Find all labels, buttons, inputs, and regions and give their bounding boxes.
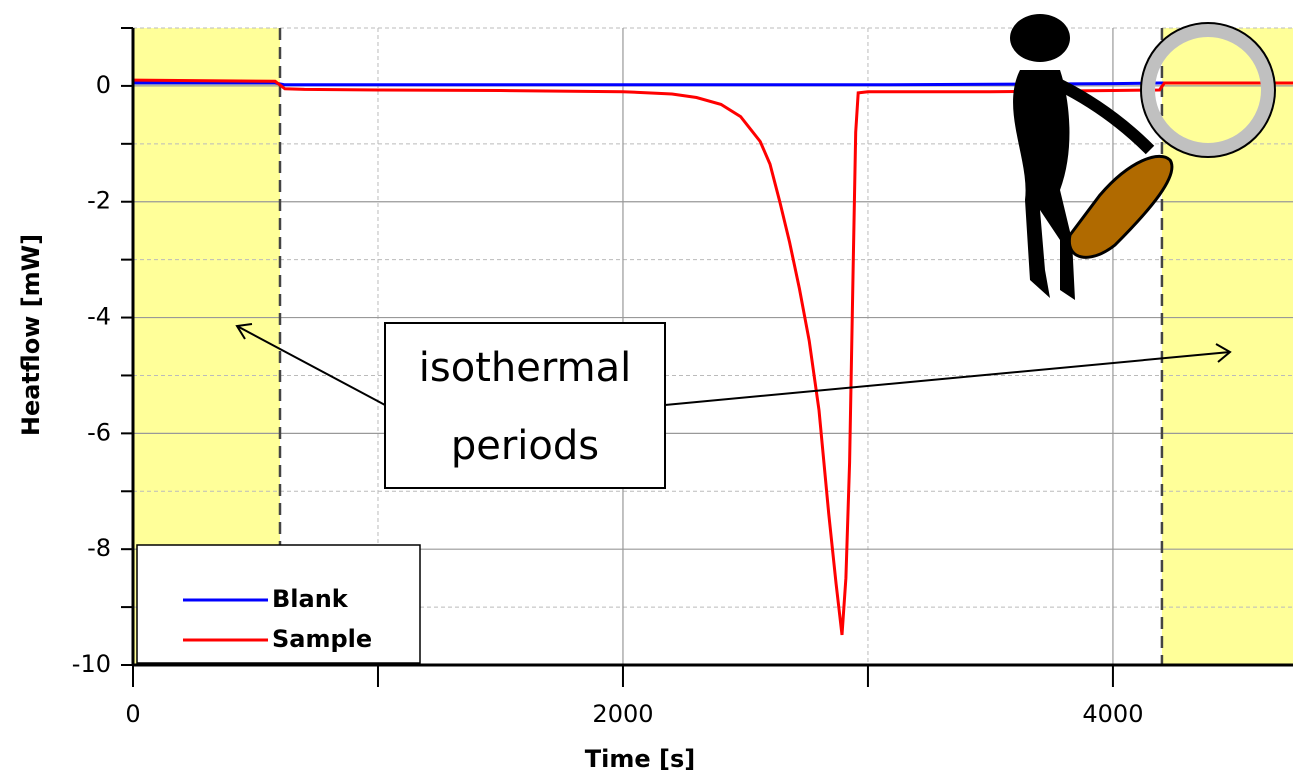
x-tick-label: 2000 (592, 700, 653, 728)
magnifier-handle (1067, 154, 1174, 259)
series-line (132, 78, 1293, 636)
annotation-text: isothermal (419, 345, 631, 391)
figure-body (1013, 70, 1075, 300)
arrow-head (235, 323, 253, 340)
y-tick-label: 0 (96, 71, 111, 99)
y-tick-label: -2 (87, 187, 111, 215)
y-tick-label: -10 (72, 650, 111, 678)
annotation: isothermal periods (235, 322, 1232, 489)
shaded-region (1161, 28, 1293, 665)
figure-head (1010, 14, 1070, 62)
series-line (133, 81, 1293, 87)
x-tick-label: 4000 (1082, 700, 1143, 728)
annotation-arrow (236, 325, 386, 406)
axes (121, 27, 1293, 687)
y-axis-title: Heatflow [mW] (17, 234, 45, 436)
annotation-text: periods (451, 423, 599, 469)
legend-box (136, 544, 421, 664)
legend-label: Sample (272, 625, 372, 653)
arrow-head (1215, 343, 1232, 363)
detective-figure (1010, 14, 1276, 300)
x-axis-title: Time [s] (585, 745, 695, 773)
magnifier-rim (1141, 23, 1275, 157)
figure-arm (1057, 79, 1155, 155)
legend: Blank Sample (136, 544, 421, 664)
x-tick-label: 0 (125, 700, 140, 728)
magnifier-outline (1140, 22, 1276, 158)
annotation-arrow (664, 351, 1231, 406)
annotation-box (384, 322, 666, 489)
legend-label: Blank (272, 585, 349, 613)
y-tick-label: -6 (87, 418, 111, 446)
y-tick-label: -4 (87, 303, 111, 331)
y-tick-label: -8 (87, 534, 111, 562)
